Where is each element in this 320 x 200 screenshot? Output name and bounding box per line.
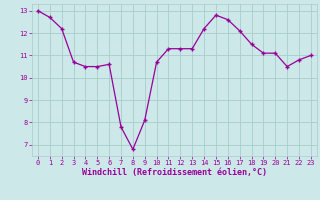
- X-axis label: Windchill (Refroidissement éolien,°C): Windchill (Refroidissement éolien,°C): [82, 168, 267, 177]
